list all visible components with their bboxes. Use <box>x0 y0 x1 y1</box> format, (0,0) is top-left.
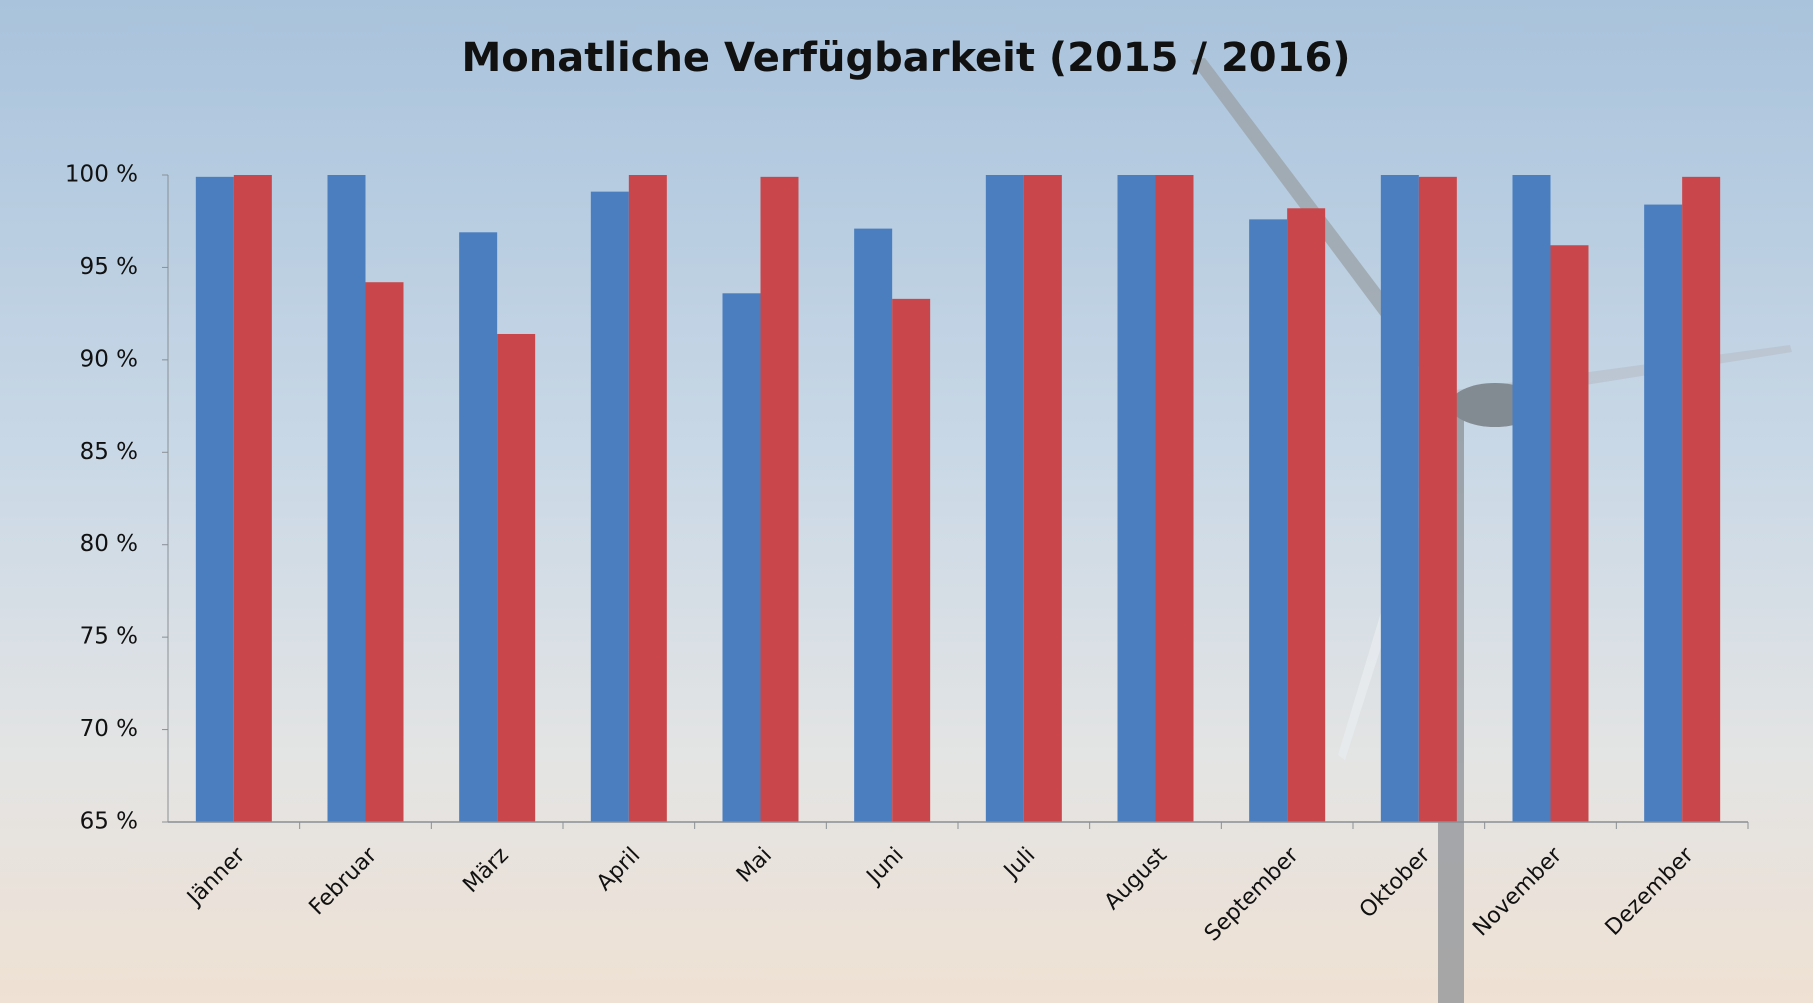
bar <box>459 232 498 822</box>
bar <box>1249 219 1288 822</box>
y-tick-label: 100 % <box>65 162 138 188</box>
bar <box>1644 204 1683 822</box>
bar <box>1512 175 1551 822</box>
bar <box>1418 176 1457 822</box>
bar <box>892 298 931 823</box>
bar <box>195 176 234 822</box>
bar <box>1117 175 1156 822</box>
bar <box>854 228 893 822</box>
chart-title: Monatliche Verfügbarkeit (2015 / 2016) <box>461 35 1350 81</box>
bar <box>760 176 799 822</box>
bar <box>628 175 667 822</box>
bar <box>590 191 629 822</box>
y-tick-label: 70 % <box>80 716 138 742</box>
bar <box>1155 175 1194 822</box>
bar <box>365 282 404 822</box>
y-tick-label: 90 % <box>80 346 138 372</box>
bar <box>1380 175 1419 822</box>
y-tick-label: 95 % <box>80 254 138 280</box>
y-tick-label: 75 % <box>80 624 138 650</box>
y-tick-label: 65 % <box>80 809 138 835</box>
bar <box>985 175 1024 822</box>
bar <box>1682 176 1721 822</box>
bar <box>722 293 761 822</box>
y-tick-label: 80 % <box>80 531 138 557</box>
bar <box>327 175 366 822</box>
bar <box>1550 245 1589 822</box>
y-tick-label: 85 % <box>80 439 138 465</box>
bar <box>1287 208 1326 822</box>
bar <box>497 333 536 822</box>
bar <box>1023 175 1062 822</box>
bar <box>233 175 272 822</box>
